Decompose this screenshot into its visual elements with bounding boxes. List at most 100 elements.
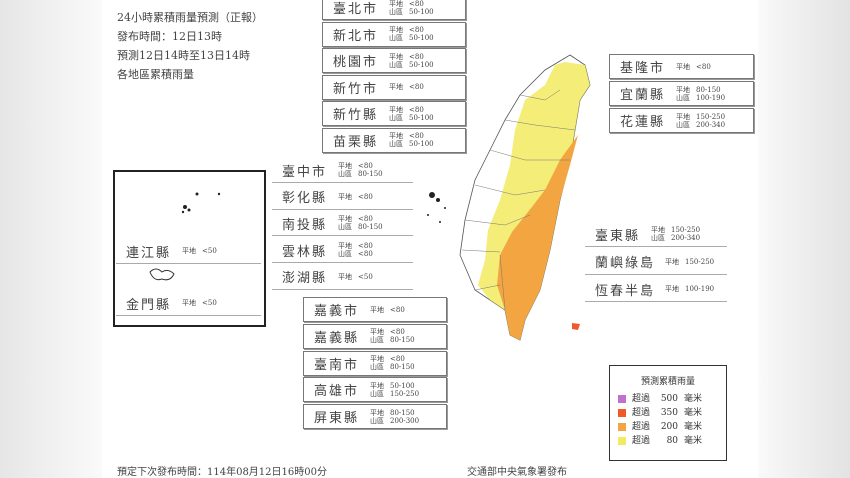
region-name: 桃園市 <box>333 55 379 70</box>
rainfall-row: 平地 <80 <box>389 132 434 140</box>
legend-item: 超過 80 毫米 <box>618 434 718 448</box>
region-name: 連江縣 <box>126 245 172 261</box>
rainfall-values: 平地 <80 山區 80-150 <box>338 162 383 178</box>
rainfall-range: 200-340 <box>696 120 726 129</box>
rainfall-range: 80-150 <box>390 336 415 345</box>
rainfall-range: 150-250 <box>671 226 701 234</box>
terrain-type: 山區 <box>370 389 384 398</box>
region-name: 嘉義縣 <box>314 330 360 346</box>
region-label: 恆春半島 平地 100-190 <box>585 277 727 302</box>
region-label: 新竹市 平地 <80 <box>322 74 466 100</box>
rain-area-200mm <box>497 135 578 340</box>
rainfall-range: 80-150 <box>358 170 383 178</box>
rainfall-range: 80-150 <box>390 408 415 417</box>
region-label: 臺中市 平地 <80 山區 80-150 <box>272 158 413 183</box>
rainfall-range: <80 <box>358 162 373 170</box>
rainfall-range: 50-100 <box>409 113 434 122</box>
region-label: 彰化縣 平地 <80 <box>272 185 413 210</box>
terrain-type: 山區 <box>338 250 352 259</box>
region-label: 臺東縣 平地 150-250 山區 200-340 <box>585 222 727 247</box>
terrain-type: 山區 <box>370 336 384 345</box>
rainfall-range: <80 <box>358 242 373 251</box>
rainfall-values: 平地 <50 <box>182 247 217 255</box>
rainfall-row: 平地 80-150 <box>676 86 725 94</box>
rainfall-row: 山區 50-100 <box>389 61 434 69</box>
terrain-type: 平地 <box>651 226 665 234</box>
terrain-type: 平地 <box>338 162 352 170</box>
rainfall-row: 平地 <80 <box>338 193 373 201</box>
rainfall-row: 平地 <80 <box>338 215 383 223</box>
region-label: 臺南市 平地 <80 山區 80-150 <box>303 350 447 376</box>
rainfall-range: 50-100 <box>409 60 434 69</box>
region-name: 臺東縣 <box>595 228 641 244</box>
region-name: 澎湖縣 <box>282 271 328 287</box>
region-label: 金門縣 平地 <50 <box>116 291 261 316</box>
terrain-type: 山區 <box>651 234 665 242</box>
region-name: 苗栗縣 <box>333 134 379 150</box>
terrain-type: 平地 <box>182 299 196 307</box>
rainfall-row: 山區 80-150 <box>338 223 383 231</box>
region-label: 南投縣 平地 <80 山區 80-150 <box>272 211 413 237</box>
rainfall-range: 200-300 <box>390 416 420 425</box>
rainfall-values: 平地 50-100 山區 150-250 <box>370 382 419 398</box>
terrain-type: 平地 <box>389 26 403 34</box>
rainfall-range: 50-100 <box>409 34 434 42</box>
rainfall-range: <80 <box>409 52 424 61</box>
rainfall-row: 平地 <80 <box>389 26 434 34</box>
rainfall-values: 平地 80-150 山區 200-300 <box>370 409 419 425</box>
terrain-type: 山區 <box>676 120 690 129</box>
rainfall-range: <80 <box>390 355 405 364</box>
rainfall-values: 平地 150-250 山區 200-340 <box>651 226 700 242</box>
region-label: 屏東縣 平地 80-150 山區 200-300 <box>303 404 447 430</box>
rainfall-row: 山區 150-250 <box>370 390 419 398</box>
rainfall-range: <80 <box>358 215 373 224</box>
title-line: 24小時累積雨量預測（正報） <box>117 11 263 24</box>
region-label: 新北市 平地 <80 山區 50-100 <box>322 21 466 47</box>
next-release-time: 預定下次發布時間：114年08月12日16時00分 <box>117 467 327 478</box>
legend-swatch <box>618 395 626 403</box>
rainfall-values: 平地 <80 山區 80-150 <box>338 215 383 231</box>
rainfall-range: 150-250 <box>390 389 420 398</box>
terrain-type: 山區 <box>370 363 384 372</box>
rainfall-values: 平地 <80 山區 80-150 <box>370 328 415 344</box>
terrain-type: 平地 <box>389 0 403 8</box>
terrain-type: 山區 <box>338 223 352 232</box>
terrain-type: 平地 <box>676 112 690 121</box>
rainfall-row: 平地 <80 <box>676 63 711 71</box>
right-blur-edge <box>758 0 850 478</box>
region-name: 基隆市 <box>620 61 666 76</box>
terrain-type: 平地 <box>389 105 403 114</box>
rainfall-row: 平地 <80 <box>338 242 373 250</box>
terrain-type: 山區 <box>389 7 403 16</box>
region-label: 宜蘭縣 平地 80-150 山區 100-190 <box>609 81 754 106</box>
rainfall-range: <80 <box>409 26 424 34</box>
terrain-type: 山區 <box>370 416 384 425</box>
rainfall-values: 平地 <80 山區 50-100 <box>389 26 434 42</box>
legend-label: 超過 <box>632 394 651 404</box>
rainfall-row: 平地 150-250 <box>665 258 714 266</box>
region-label: 基隆市 平地 <80 <box>609 54 754 79</box>
region-label: 新竹縣 平地 <80 山區 50-100 <box>322 101 466 126</box>
rainfall-row: 平地 <80 <box>370 306 405 314</box>
county-borders <box>461 89 576 311</box>
rainfall-values: 平地 150-250 <box>665 258 714 266</box>
rainfall-row: 平地 <50 <box>182 299 217 307</box>
rainfall-range: 50-100 <box>390 381 415 390</box>
rainfall-row: 平地 150-250 <box>676 113 725 121</box>
region-name: 高雄市 <box>314 384 360 400</box>
rainfall-range: 200-340 <box>671 234 701 242</box>
rainfall-row: 山區 100-190 <box>676 94 725 102</box>
region-label: 苗栗縣 平地 <80 山區 50-100 <box>322 127 466 153</box>
rainfall-values: 平地 <80 <box>389 83 424 91</box>
region-label: 連江縣 平地 <50 <box>116 239 261 264</box>
terrain-type: 平地 <box>370 381 384 390</box>
terrain-type: 平地 <box>389 132 403 140</box>
rainfall-row: 平地 <80 <box>389 0 434 8</box>
rainfall-range: 100-190 <box>696 93 726 102</box>
rainfall-row: 平地 100-190 <box>665 285 714 293</box>
rainfall-row: 山區 80-150 <box>370 336 415 344</box>
rainfall-range: <80 <box>390 328 405 337</box>
lanyu-island <box>572 323 580 330</box>
publisher: 交通部中央氣象署發布 <box>467 467 567 478</box>
